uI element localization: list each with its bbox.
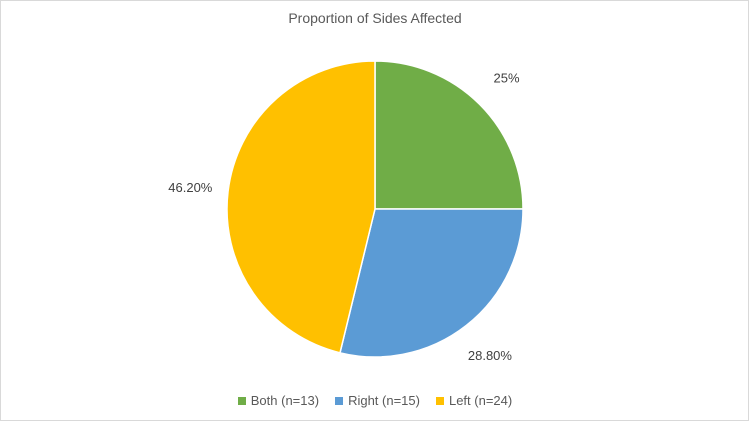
pie-slice-both xyxy=(374,60,524,210)
legend-label-right: Right (n=15) xyxy=(348,393,420,408)
legend-item-left: Left (n=24) xyxy=(435,393,513,408)
legend-swatch-right xyxy=(335,396,344,405)
data-label-left: 46.20% xyxy=(168,180,213,195)
legend-label-left: Left (n=24) xyxy=(448,393,513,408)
legend-label-both: Both (n=13) xyxy=(250,393,320,408)
pie-slices xyxy=(226,60,524,358)
chart-title: Proportion of Sides Affected xyxy=(288,10,462,26)
pie-slice-right xyxy=(339,208,524,358)
chart-legend: Both (n=13) Right (n=15) Left (n=24) xyxy=(0,393,750,408)
pie-data-labels: 25% 28.80% 46.20% xyxy=(168,70,520,363)
data-label-both: 25% xyxy=(494,70,520,85)
data-label-right: 28.80% xyxy=(468,348,513,363)
legend-swatch-left xyxy=(435,396,444,405)
legend-item-both: Both (n=13) xyxy=(237,393,320,408)
legend-swatch-both xyxy=(237,396,246,405)
pie-slice-left xyxy=(226,60,376,354)
legend-item-right: Right (n=15) xyxy=(335,393,420,408)
